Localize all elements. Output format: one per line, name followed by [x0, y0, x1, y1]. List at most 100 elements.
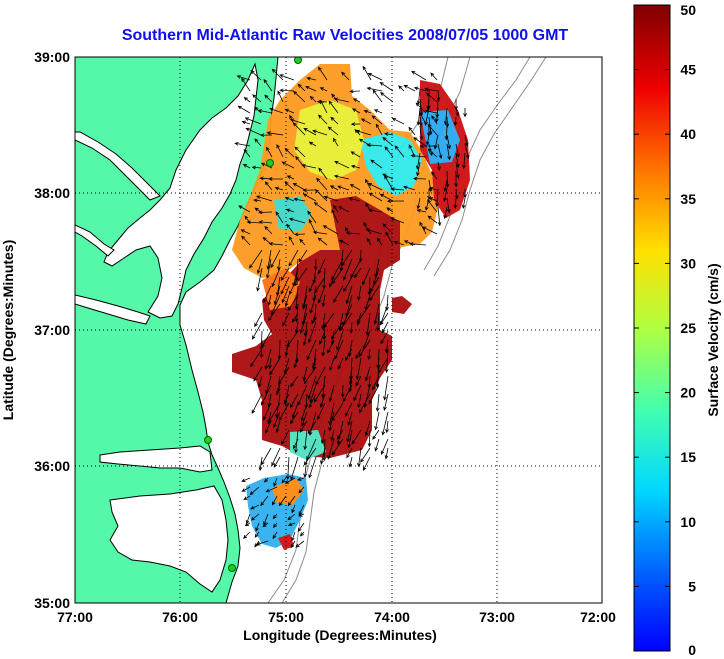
- velocity-arrow: [290, 375, 299, 388]
- velocity-arrow: [287, 522, 296, 527]
- velocity-arrow: [298, 486, 305, 494]
- velocity-arrow: [327, 126, 339, 136]
- velocity-arrow: [380, 92, 394, 103]
- velocity-arrow: [275, 384, 281, 396]
- velocity-arrow: [267, 303, 281, 322]
- velocity-arrow: [346, 420, 353, 443]
- velocity-arrow: [288, 236, 295, 246]
- colorbar-tick-label: 40: [680, 126, 696, 142]
- x-tick-label: 73:00: [479, 609, 515, 625]
- velocity-arrow: [273, 477, 278, 487]
- velocity-arrow: [306, 76, 317, 81]
- x-tick-label: 74:00: [374, 609, 410, 625]
- velocity-arrow: [443, 179, 448, 192]
- y-tick-label: 36:00: [34, 458, 70, 474]
- velocity-arrow: [303, 366, 317, 385]
- velocity-arrow: [241, 120, 251, 125]
- velocity-arrow: [331, 209, 339, 224]
- velocity-arrow: [278, 366, 290, 386]
- velocity-arrow: [292, 183, 306, 191]
- velocity-arrow: [338, 206, 350, 213]
- velocity-arrow: [327, 339, 335, 354]
- velocity-arrow: [281, 429, 290, 445]
- velocity-arrow: [353, 384, 362, 402]
- velocity-arrow: [355, 357, 362, 381]
- velocity-arrow: [332, 137, 339, 147]
- velocity-arrow: [234, 141, 251, 147]
- velocity-arrow: [318, 66, 328, 81]
- chart-title: Southern Mid-Atlantic Raw Velocities 200…: [122, 27, 569, 44]
- velocity-arrow: [315, 366, 326, 386]
- velocity-arrow: [294, 232, 306, 237]
- velocity-arrow: [364, 420, 371, 437]
- velocity-arrow: [463, 188, 467, 199]
- velocity-arrow: [258, 220, 273, 224]
- x-axis-label: Longitude (Degrees:Minutes): [243, 627, 437, 643]
- velocity-arrow: [424, 197, 430, 211]
- velocity-arrow: [370, 159, 383, 169]
- velocity-arrow: [376, 237, 383, 246]
- velocity-arrow: [369, 276, 380, 293]
- x-tick-labels: 77:00 76:00 75:00 74:00 73:00 72:00: [57, 609, 616, 625]
- velocity-arrow: [428, 116, 433, 136]
- velocity-arrow: [464, 134, 469, 147]
- velocity-arrow: [284, 477, 296, 484]
- velocity-arrow: [302, 188, 317, 193]
- velocity-arrow: [358, 393, 371, 414]
- velocity-arrow: [375, 123, 383, 136]
- velocity-arrow: [267, 411, 272, 425]
- velocity-arrow: [419, 125, 424, 141]
- velocity-arrow: [372, 429, 380, 440]
- velocity-arrow: [268, 242, 284, 246]
- velocity-arrow: [416, 107, 421, 126]
- velocity-arrow: [272, 513, 278, 520]
- velocity-arrow: [311, 312, 317, 325]
- velocity-arrow: [280, 267, 290, 282]
- velocity-arrow: [319, 87, 328, 92]
- velocity-arrow: [360, 447, 371, 463]
- velocity-arrow: [416, 208, 427, 213]
- velocity-arrow: [291, 531, 296, 542]
- velocity-arrow: [347, 411, 353, 427]
- velocity-arrow: [289, 393, 299, 408]
- velocity-arrow: [350, 151, 361, 158]
- velocity-arrow: [260, 162, 273, 169]
- velocity-arrow: [379, 312, 389, 326]
- velocity-arrow: [254, 540, 260, 548]
- velocity-arrow: [264, 477, 269, 483]
- velocity-arrow: [351, 429, 362, 445]
- velocity-arrow: [294, 303, 299, 323]
- velocity-arrow: [372, 375, 380, 391]
- velocity-arrow: [455, 152, 460, 169]
- velocity-arrow: [366, 86, 383, 92]
- velocity-arrow: [243, 148, 251, 158]
- velocity-arrow: [350, 258, 362, 279]
- velocity-arrow: [348, 197, 361, 202]
- velocity-arrow: [355, 348, 362, 360]
- plot-frame: [74, 56, 603, 604]
- velocity-arrow: [446, 197, 451, 214]
- velocity-arrow: [286, 223, 295, 235]
- velocity-arrow: [434, 107, 439, 123]
- y-tick-label: 35:00: [34, 595, 70, 611]
- velocity-arrow: [355, 375, 362, 387]
- velocity-arrow: [295, 540, 305, 548]
- velocity-arrow: [271, 267, 281, 288]
- velocity-arrow: [398, 85, 405, 92]
- velocity-arrow: [317, 402, 326, 421]
- velocity-arrow: [349, 184, 361, 191]
- velocity-arrow: [337, 185, 350, 191]
- velocity-arrow: [250, 504, 260, 510]
- velocity-arrow: [427, 215, 438, 224]
- velocity-arrow: [260, 495, 269, 507]
- velocity-arrow: [264, 348, 272, 371]
- velocity-arrow: [259, 339, 264, 359]
- velocity-arrow: [428, 179, 433, 193]
- colorbar-tick-label: 5: [688, 578, 696, 594]
- velocity-arrow: [308, 321, 317, 344]
- velocity-arrow: [293, 357, 299, 369]
- velocity-arrow: [275, 211, 284, 224]
- velocity-arrow: [313, 202, 328, 213]
- velocity-arrow: [244, 522, 251, 526]
- velocity-arrow: [424, 87, 438, 92]
